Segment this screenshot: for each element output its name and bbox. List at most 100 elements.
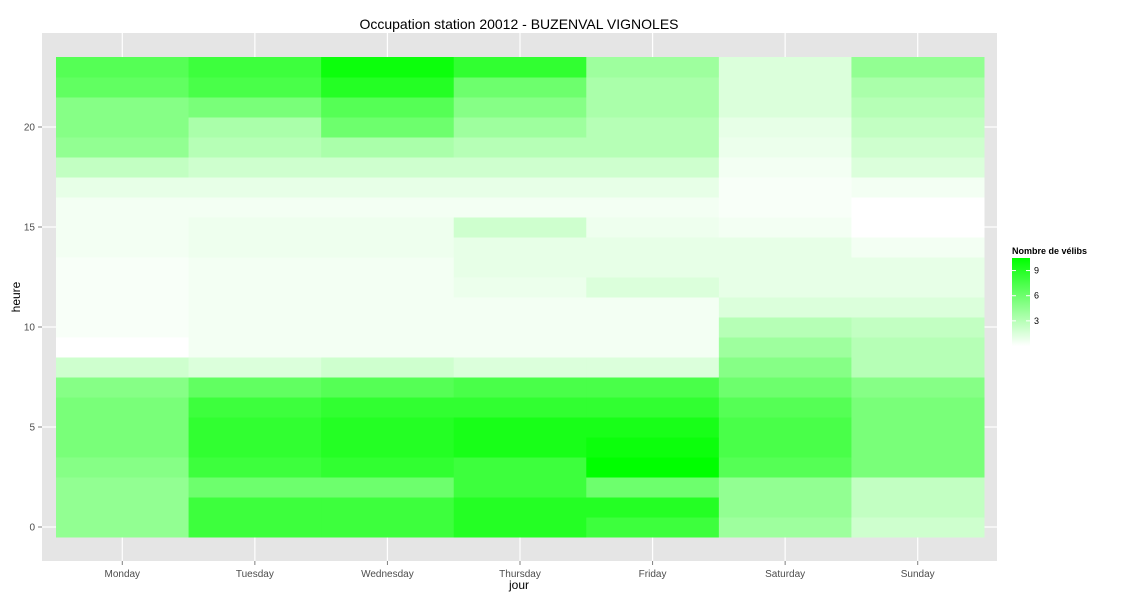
heatmap-cell	[321, 457, 455, 478]
heatmap-cell	[321, 157, 455, 178]
heatmap-cell	[56, 297, 190, 318]
heatmap-cell	[453, 337, 587, 358]
heatmap-cell	[718, 97, 852, 118]
heatmap-cell	[188, 417, 322, 438]
heatmap-cell	[56, 437, 190, 458]
heatmap-cell	[453, 417, 587, 438]
heatmap-cell	[453, 377, 587, 398]
heatmap-cell	[718, 337, 852, 358]
heatmap-cell	[56, 277, 190, 298]
heatmap-cell	[851, 117, 985, 138]
heatmap-cell	[56, 157, 190, 178]
heatmap-cell	[453, 397, 587, 418]
heatmap-cell	[586, 517, 720, 538]
heatmap-cell	[188, 197, 322, 218]
heatmap-cell	[851, 477, 985, 498]
heatmap-cell	[453, 517, 587, 538]
heatmap-cell	[453, 197, 587, 218]
heatmap-cell	[718, 457, 852, 478]
heatmap-cell	[453, 297, 587, 318]
heatmap-cell	[321, 497, 455, 518]
heatmap-cell	[718, 57, 852, 78]
x-tick-label: Wednesday	[361, 569, 414, 580]
heatmap-cell	[586, 277, 720, 298]
heatmap-cell	[453, 277, 587, 298]
heatmap-cell	[321, 97, 455, 118]
heatmap-cell	[56, 417, 190, 438]
heatmap-cell	[453, 437, 587, 458]
heatmap-cell	[188, 437, 322, 458]
heatmap-cell	[718, 297, 852, 318]
heatmap-cell	[321, 437, 455, 458]
heatmap-cell	[586, 377, 720, 398]
heatmap-cell	[188, 397, 322, 418]
heatmap-cell	[321, 477, 455, 498]
heatmap-cell	[851, 77, 985, 98]
heatmap-cell	[188, 117, 322, 138]
heatmap-cell	[586, 197, 720, 218]
heatmap-cell	[56, 397, 190, 418]
heatmap-cell	[56, 517, 190, 538]
heatmap-cell	[321, 297, 455, 318]
heatmap-cell	[586, 177, 720, 198]
y-tick-label: 5	[29, 423, 35, 434]
heatmap-cell	[188, 237, 322, 258]
y-tick-label: 20	[24, 123, 36, 134]
heatmap-cell	[56, 357, 190, 378]
heatmap-cell	[851, 137, 985, 158]
heatmap-cell	[56, 217, 190, 238]
heatmap-cell	[851, 357, 985, 378]
heatmap-cell	[188, 97, 322, 118]
chart-title: Occupation station 20012 - BUZENVAL VIGN…	[359, 16, 678, 32]
heatmap-cell	[718, 157, 852, 178]
heatmap-cell	[851, 297, 985, 318]
heatmap-cell	[718, 137, 852, 158]
heatmap-cell	[586, 297, 720, 318]
heatmap-cell	[453, 97, 587, 118]
heatmap-cell	[586, 397, 720, 418]
heatmap-cell	[851, 57, 985, 78]
x-tick-label: Saturday	[765, 569, 805, 580]
heatmap-cell	[586, 497, 720, 518]
heatmap-cell	[718, 497, 852, 518]
heatmap-cell	[321, 217, 455, 238]
heatmap-cell	[718, 517, 852, 538]
heatmap-cell	[453, 137, 587, 158]
heatmap-cell	[851, 437, 985, 458]
heatmap-cell	[718, 77, 852, 98]
heatmap-cell	[718, 217, 852, 238]
heatmap-cell	[851, 217, 985, 238]
heatmap-cell	[718, 177, 852, 198]
heatmap-cell	[321, 137, 455, 158]
x-axis: Monday Tuesday Wednesday Thursday Friday Satu…	[104, 561, 935, 580]
heatmap-cell	[56, 197, 190, 218]
heatmap-cell	[718, 477, 852, 498]
heatmap-cell	[586, 417, 720, 438]
heatmap-cell	[321, 377, 455, 398]
heatmap-cell	[56, 497, 190, 518]
heatmap-cell	[56, 477, 190, 498]
heatmap-cell	[586, 157, 720, 178]
heatmap-cell	[718, 197, 852, 218]
heatmap-cell	[188, 297, 322, 318]
heatmap-cell	[851, 517, 985, 538]
heatmap-cell	[188, 217, 322, 238]
heatmap-cell	[718, 317, 852, 338]
y-tick-label: 0	[29, 523, 35, 534]
heatmap-cell	[586, 437, 720, 458]
legend-tick-label: 3	[1034, 316, 1039, 326]
heatmap-cell	[453, 457, 587, 478]
x-tick-label: Monday	[104, 569, 140, 580]
heatmap-cell	[56, 97, 190, 118]
heatmap-cell	[586, 357, 720, 378]
heatmap-cell	[321, 57, 455, 78]
heatmap-cell	[851, 397, 985, 418]
heatmap-cell	[188, 57, 322, 78]
heatmap-cell	[453, 317, 587, 338]
heatmap-cell	[56, 377, 190, 398]
legend-title: Nombre de vélibs	[1012, 246, 1087, 256]
heatmap-cell	[586, 317, 720, 338]
heatmap-cell	[321, 177, 455, 198]
heatmap-cell	[321, 77, 455, 98]
